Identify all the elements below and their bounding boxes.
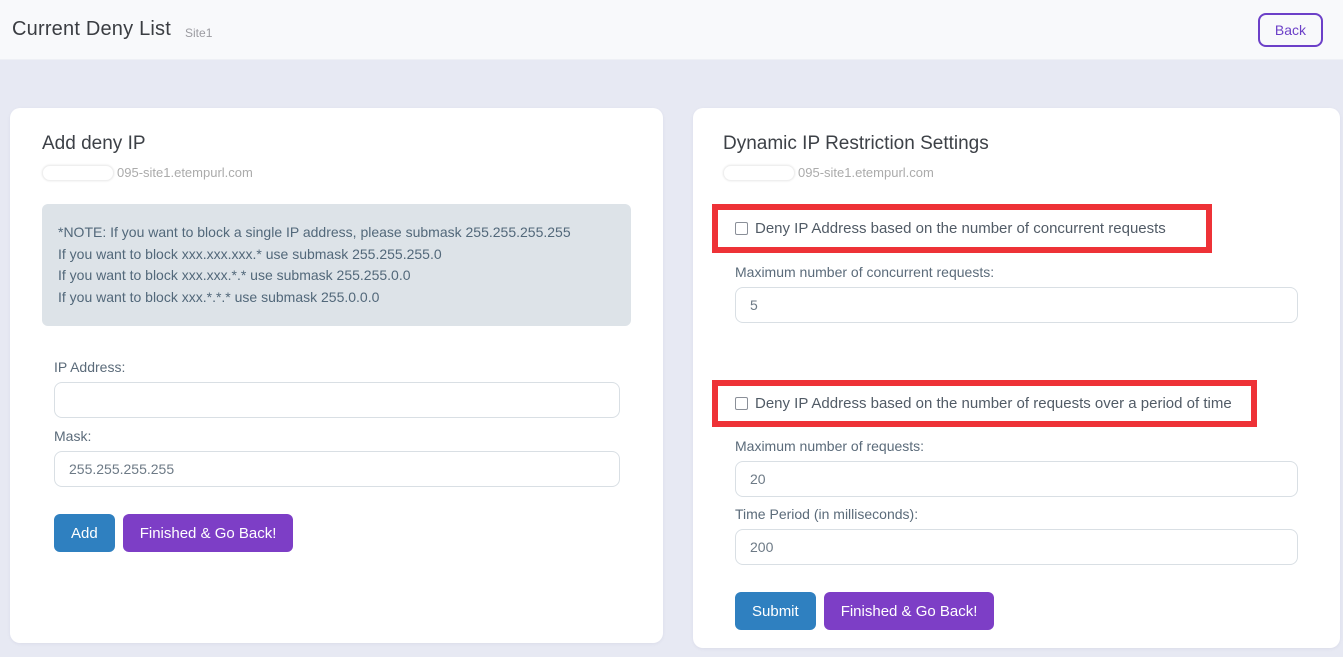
time-period-label: Time Period (in milliseconds): (735, 506, 919, 522)
site-domain-text: 095-site1.etempurl.com (798, 165, 934, 180)
concurrent-requests-checkbox[interactable] (735, 222, 748, 235)
note-line: If you want to block xxx.xxx.xxx.* use s… (58, 245, 442, 262)
max-concurrent-requests-input[interactable] (735, 287, 1298, 323)
requests-over-period-checkbox-label: Deny IP Address based on the number of r… (755, 395, 1232, 412)
top-bar: Current Deny List Site1 Back (0, 0, 1343, 60)
dynamic-settings-title: Dynamic IP Restriction Settings (723, 133, 989, 154)
submask-note-box: *NOTE: If you want to block a single IP … (42, 204, 631, 326)
add-deny-title: Add deny IP (42, 133, 146, 154)
note-line: If you want to block xxx.*.*.* use subma… (58, 288, 380, 305)
submit-button[interactable]: Submit (735, 592, 816, 630)
time-period-input[interactable] (735, 529, 1298, 565)
site-name-label: Site1 (185, 26, 213, 40)
page-title: Current Deny List (12, 18, 172, 40)
max-requests-input[interactable] (735, 461, 1298, 497)
requests-over-period-checkbox-row[interactable]: Deny IP Address based on the number of r… (735, 395, 1232, 412)
finished-go-back-button[interactable]: Finished & Go Back! (823, 592, 995, 630)
max-requests-label: Maximum number of requests: (735, 438, 925, 454)
ip-address-label: IP Address: (54, 359, 126, 375)
concurrent-requests-checkbox-row[interactable]: Deny IP Address based on the number of c… (735, 220, 1166, 237)
dynamic-settings-buttons: Submit Finished & Go Back! (735, 592, 1298, 630)
note-line: *NOTE: If you want to block a single IP … (58, 224, 571, 240)
add-deny-buttons: Add Finished & Go Back! (54, 514, 620, 552)
add-deny-form: IP Address: Mask: Add Finished & Go Back… (54, 359, 620, 552)
concurrent-requests-checkbox-label: Deny IP Address based on the number of c… (755, 220, 1166, 237)
red-highlight-annotation: Deny IP Address based on the number of r… (712, 380, 1257, 427)
redaction-blur (723, 165, 795, 181)
site-domain: 095-site1.etempurl.com (42, 165, 631, 181)
site-domain: 095-site1.etempurl.com (723, 165, 1310, 181)
requests-over-period-checkbox[interactable] (735, 397, 748, 410)
back-button[interactable]: Back (1257, 12, 1323, 47)
max-concurrent-requests-label: Maximum number of concurrent requests: (735, 264, 995, 280)
mask-input[interactable] (54, 451, 620, 487)
mask-label: Mask: (54, 428, 92, 444)
note-line: If you want to block xxx.xxx.*.* use sub… (58, 267, 411, 283)
add-button[interactable]: Add (54, 514, 115, 552)
concurrent-requests-form: Maximum number of concurrent requests: (735, 264, 1298, 323)
add-deny-ip-panel: Add deny IP 095-site1.etempurl.com *NOTE… (10, 108, 663, 643)
red-highlight-annotation: Deny IP Address based on the number of c… (712, 204, 1212, 253)
dynamic-ip-restriction-panel: Dynamic IP Restriction Settings 095-site… (693, 108, 1340, 648)
site-domain-text: 095-site1.etempurl.com (117, 165, 253, 180)
finished-go-back-button[interactable]: Finished & Go Back! (122, 514, 294, 552)
requests-over-period-form: Maximum number of requests: Time Period … (735, 438, 1298, 630)
redaction-blur (42, 165, 114, 181)
ip-address-input[interactable] (54, 382, 620, 418)
